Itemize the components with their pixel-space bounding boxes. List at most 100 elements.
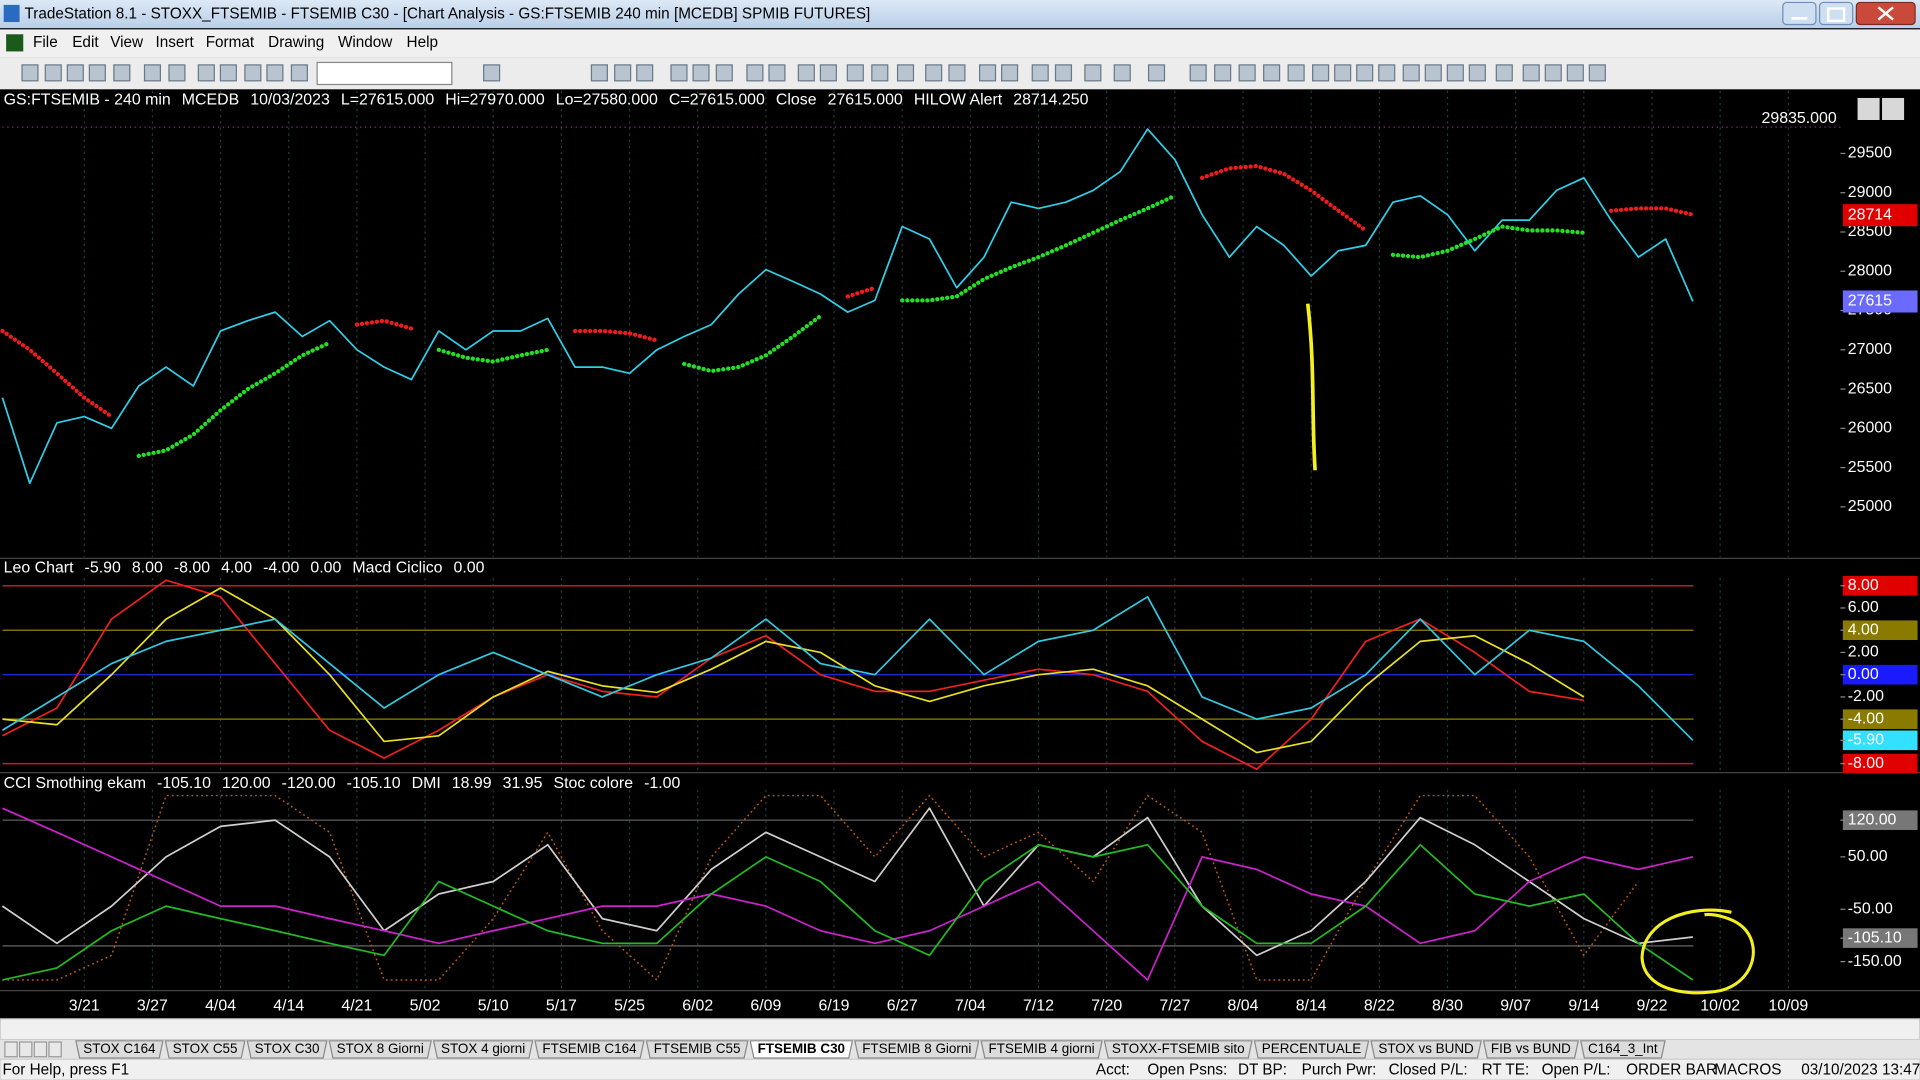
sheet-tab[interactable]: FTSEMIB C55: [654, 1041, 741, 1056]
tab-scroll-button[interactable]: [33, 1041, 48, 1058]
legend-text: -105.10: [157, 775, 211, 792]
toolbar-button[interactable]: [1214, 64, 1232, 82]
toolbar-button[interactable]: [925, 64, 943, 82]
toolbar-button[interactable]: [1054, 64, 1073, 82]
sheet-tab[interactable]: FTSEMIB 4 giorni: [989, 1041, 1095, 1056]
sheet-tab[interactable]: STOX vs BUND: [1378, 1041, 1474, 1056]
toolbar-button[interactable]: [1287, 64, 1305, 82]
toolbar-button[interactable]: [113, 64, 131, 82]
toolbar-button[interactable]: [670, 64, 688, 82]
toolbar-button[interactable]: [197, 64, 215, 82]
toolbar-button[interactable]: [819, 64, 837, 82]
menu-item[interactable]: File: [33, 34, 58, 51]
toolbar-button[interactable]: [1147, 64, 1166, 82]
menu-item[interactable]: Insert: [156, 34, 195, 51]
legend-text: 18.99: [452, 775, 492, 792]
toolbar-button[interactable]: [1424, 64, 1442, 82]
price-tag: [1842, 204, 1918, 227]
tab-scroll-button[interactable]: [18, 1041, 33, 1058]
toolbar-button[interactable]: [715, 64, 733, 82]
toolbar-button[interactable]: [797, 64, 815, 82]
toolbar-button[interactable]: [1113, 64, 1131, 82]
toolbar-button[interactable]: [1495, 64, 1513, 82]
toolbar-button[interactable]: [1001, 64, 1019, 82]
scroll-bar[interactable]: [0, 1018, 1920, 1041]
toolbar-button[interactable]: [1263, 64, 1281, 82]
toolbar-combo[interactable]: [316, 61, 453, 86]
toolbar-button[interactable]: [1566, 64, 1584, 82]
toolbar-button[interactable]: [66, 64, 84, 82]
x-tick-label: 8/14: [1296, 998, 1327, 1015]
tab-scroll-button[interactable]: [48, 1041, 62, 1058]
x-tick-label: 7/12: [1023, 998, 1054, 1015]
legend-text: -1.00: [644, 775, 680, 792]
toolbar-button[interactable]: [290, 64, 308, 82]
menu-item[interactable]: Edit: [72, 34, 99, 51]
sheet-tab[interactable]: STOXX-FTSEMIB sito: [1112, 1041, 1245, 1056]
y-tick-badge: [1842, 810, 1918, 830]
toolbar-button[interactable]: [768, 64, 786, 82]
toolbar-button[interactable]: [1544, 64, 1562, 82]
toolbar-button[interactable]: [1084, 64, 1102, 82]
menu-item[interactable]: Format: [206, 34, 255, 51]
toolbar-button[interactable]: [1588, 64, 1606, 82]
sheet-tab-shape: [1103, 1040, 1253, 1059]
toolbar-button[interactable]: [1334, 64, 1352, 82]
sheet-tab[interactable]: STOX 4 giorni: [441, 1041, 525, 1056]
minimize-button[interactable]: [1782, 1, 1817, 26]
pane-max-button[interactable]: [1882, 97, 1905, 120]
toolbar-button[interactable]: [1312, 64, 1330, 82]
toolbar-button[interactable]: [871, 64, 889, 82]
sheet-tab-shape: [749, 1040, 854, 1059]
toolbar-button[interactable]: [846, 64, 864, 82]
menu-item[interactable]: Drawing: [268, 34, 324, 51]
menu-item[interactable]: Window: [338, 34, 393, 51]
toolbar-button[interactable]: [614, 64, 632, 82]
toolbar-button[interactable]: [590, 64, 608, 82]
toolbar-button[interactable]: [244, 64, 262, 82]
toolbar-button[interactable]: [1402, 64, 1420, 82]
sheet-tab[interactable]: FTSEMIB C164: [542, 1041, 637, 1056]
toolbar-button[interactable]: [1238, 64, 1256, 82]
y-tick-label: 50.00: [1848, 848, 1888, 865]
toolbar-button[interactable]: [978, 64, 997, 82]
window-glyphs: [1791, 6, 1894, 23]
sheet-tab[interactable]: FIB vs BUND: [1491, 1041, 1571, 1056]
legend-text: 4.00: [221, 559, 252, 576]
sheet-tab[interactable]: C164_3_Int: [1588, 1041, 1658, 1056]
toolbar-button[interactable]: [1189, 64, 1207, 82]
toolbar-button[interactable]: [483, 64, 501, 82]
toolbar-button[interactable]: [896, 64, 915, 82]
sheet-tab[interactable]: PERCENTUALE: [1262, 1041, 1361, 1056]
sheet-tab[interactable]: STOX C164: [83, 1041, 156, 1056]
sheet-tab[interactable]: FTSEMIB C30: [758, 1041, 845, 1056]
sheet-tab[interactable]: STOX C55: [173, 1041, 238, 1056]
toolbar-button[interactable]: [266, 64, 284, 82]
toolbar-button[interactable]: [44, 64, 62, 82]
sheet-tab[interactable]: STOX 8 Giorni: [337, 1041, 424, 1056]
toolbar-button[interactable]: [88, 64, 106, 82]
toolbar-button[interactable]: [168, 64, 186, 82]
pane-min-button[interactable]: [1857, 97, 1880, 120]
toolbar-button[interactable]: [1522, 64, 1540, 82]
menu-item[interactable]: View: [110, 34, 144, 51]
toolbar-button[interactable]: [692, 64, 710, 82]
toolbar-button[interactable]: [1031, 64, 1049, 82]
toolbar-button[interactable]: [1356, 64, 1374, 82]
menu-item[interactable]: Help: [407, 34, 438, 51]
toolbar-button[interactable]: [219, 64, 237, 82]
toolbar-button[interactable]: [1468, 64, 1486, 82]
toolbar-button[interactable]: [746, 64, 764, 82]
sheet-tab[interactable]: FTSEMIB 8 Giorni: [862, 1041, 971, 1056]
sheet-tab[interactable]: STOX C30: [255, 1041, 320, 1056]
toolbar-button[interactable]: [948, 64, 966, 82]
tab-scroll-button[interactable]: [4, 1041, 18, 1058]
toolbar-button[interactable]: [1378, 64, 1396, 82]
legend-text: Macd Ciclico: [352, 559, 442, 576]
legend-text: MCEDB: [182, 92, 239, 109]
toolbar-button[interactable]: [143, 64, 162, 82]
toolbar-button[interactable]: [636, 64, 654, 82]
toolbar-button[interactable]: [21, 64, 39, 82]
toolbar-button[interactable]: [1446, 64, 1464, 82]
